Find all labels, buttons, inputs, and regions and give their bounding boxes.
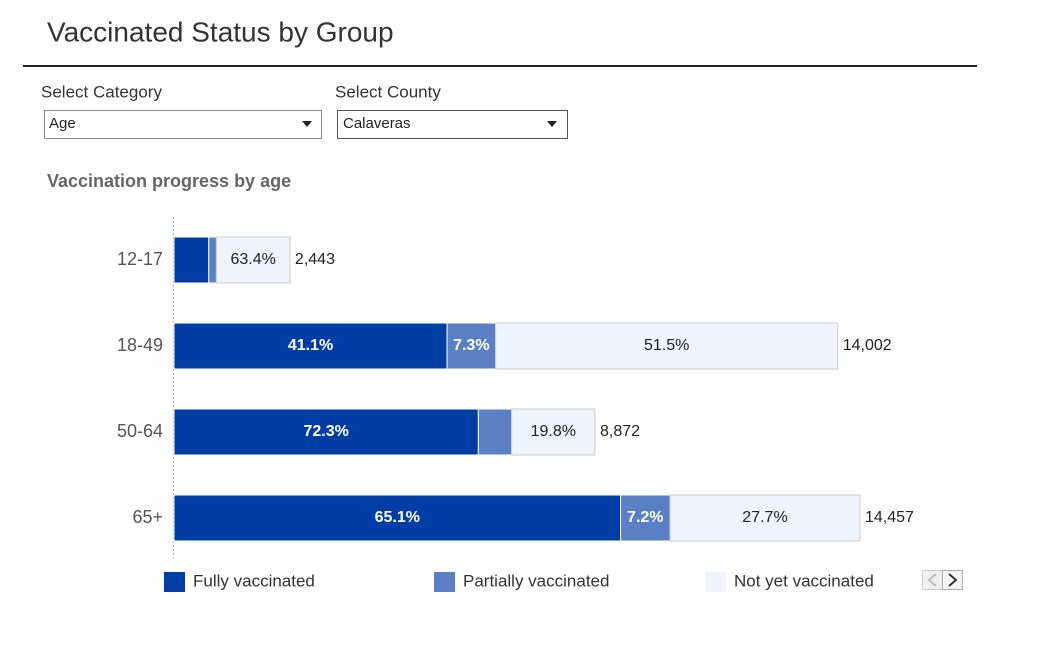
bar-segment bbox=[173, 236, 210, 284]
bar-segment bbox=[669, 494, 861, 542]
total-label: 2,443 bbox=[295, 251, 335, 268]
dropdown[interactable]: Age bbox=[44, 110, 322, 139]
pager-next-icon[interactable] bbox=[948, 573, 958, 587]
total-label: 14,457 bbox=[865, 509, 914, 526]
value-label: 7.3% bbox=[453, 337, 489, 354]
control-label: Select County bbox=[335, 82, 441, 101]
value-label: 72.3% bbox=[303, 423, 348, 440]
bar-segment bbox=[173, 322, 448, 370]
dropdown-value[interactable]: Age bbox=[49, 115, 76, 132]
value-label: 63.4% bbox=[230, 251, 275, 268]
control-label: Select Category bbox=[41, 82, 162, 101]
value-label: 41.1% bbox=[288, 337, 333, 354]
pager-next[interactable] bbox=[942, 570, 963, 590]
legend-swatch bbox=[434, 572, 455, 592]
bar-segment bbox=[511, 408, 596, 456]
category-label: 12-17 bbox=[117, 249, 163, 269]
chart-title: Vaccination progress by age bbox=[47, 171, 291, 191]
dropdown-box[interactable] bbox=[44, 110, 322, 139]
dropdown-box[interactable] bbox=[337, 110, 568, 139]
legend-swatch bbox=[164, 572, 185, 592]
total-label: 8,872 bbox=[600, 423, 640, 440]
pager[interactable] bbox=[922, 570, 963, 590]
value-label: 51.5% bbox=[644, 337, 689, 354]
bar-segment bbox=[215, 236, 291, 284]
bar-segment bbox=[208, 236, 217, 284]
value-label: 65.1% bbox=[375, 509, 420, 526]
category-label: 50-64 bbox=[117, 421, 163, 441]
pager-prev[interactable] bbox=[922, 570, 943, 590]
dropdown[interactable]: Calaveras bbox=[337, 110, 568, 139]
dropdown-arrow[interactable] bbox=[547, 121, 557, 127]
dropdown-value[interactable]: Calaveras bbox=[343, 115, 411, 132]
category-label: 18-49 bbox=[117, 335, 163, 355]
legend-label: Partially vaccinated bbox=[463, 571, 609, 590]
legend-label: Fully vaccinated bbox=[193, 571, 315, 590]
pager-prev-icon[interactable] bbox=[927, 573, 937, 587]
bar-segment bbox=[446, 322, 497, 370]
bar-segment bbox=[495, 322, 839, 370]
bar-segment bbox=[173, 494, 622, 542]
category-label: 65+ bbox=[132, 507, 163, 527]
legend-label: Not yet vaccinated bbox=[734, 571, 874, 590]
total-label: 14,002 bbox=[843, 337, 892, 354]
value-label: 19.8% bbox=[531, 423, 576, 440]
page-title: Vaccinated Status by Group bbox=[47, 16, 394, 47]
bar-segment bbox=[477, 408, 513, 456]
dropdown-arrow[interactable] bbox=[302, 121, 312, 127]
value-label: 7.2% bbox=[627, 509, 663, 526]
bar-segment bbox=[620, 494, 671, 542]
legend-swatch bbox=[705, 572, 726, 592]
bar-segment bbox=[173, 408, 479, 456]
value-label: 27.7% bbox=[742, 509, 787, 526]
